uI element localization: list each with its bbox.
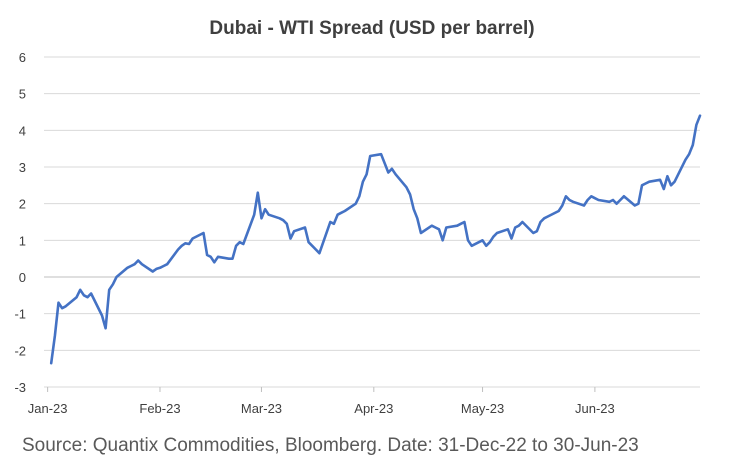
y-tick-label: 3 — [19, 160, 26, 175]
source-note: Source: Quantix Commodities, Bloomberg. … — [22, 435, 639, 456]
x-tick-label: Feb-23 — [139, 401, 180, 416]
y-tick-label: -3 — [14, 380, 26, 395]
y-tick-label: -2 — [14, 343, 26, 358]
y-tick-label: 0 — [19, 270, 26, 285]
series-layer — [49, 114, 702, 365]
series-line — [49, 114, 702, 365]
y-axis-ticks: -3 -2 -1 0 1 2 3 4 5 6 — [14, 50, 26, 395]
x-tick-label: Mar-23 — [241, 401, 282, 416]
y-tick-label: 5 — [19, 87, 26, 102]
x-tick-label: May-23 — [461, 401, 504, 416]
x-axis-ticks: Jan-23 Feb-23 Mar-23 Apr-23 May-23 Jun-23 — [28, 387, 615, 416]
x-tick-label: Jun-23 — [575, 401, 615, 416]
chart-title: Dubai - WTI Spread (USD per barrel) — [209, 18, 535, 39]
grid-lines — [44, 56, 700, 388]
y-tick-label: 2 — [19, 197, 26, 212]
x-tick-label: Apr-23 — [354, 401, 393, 416]
y-tick-label: 4 — [19, 123, 26, 138]
y-tick-label: 1 — [19, 233, 26, 248]
x-tick-label: Jan-23 — [28, 401, 68, 416]
y-tick-label: 6 — [19, 50, 26, 65]
y-tick-label: -1 — [14, 307, 26, 322]
